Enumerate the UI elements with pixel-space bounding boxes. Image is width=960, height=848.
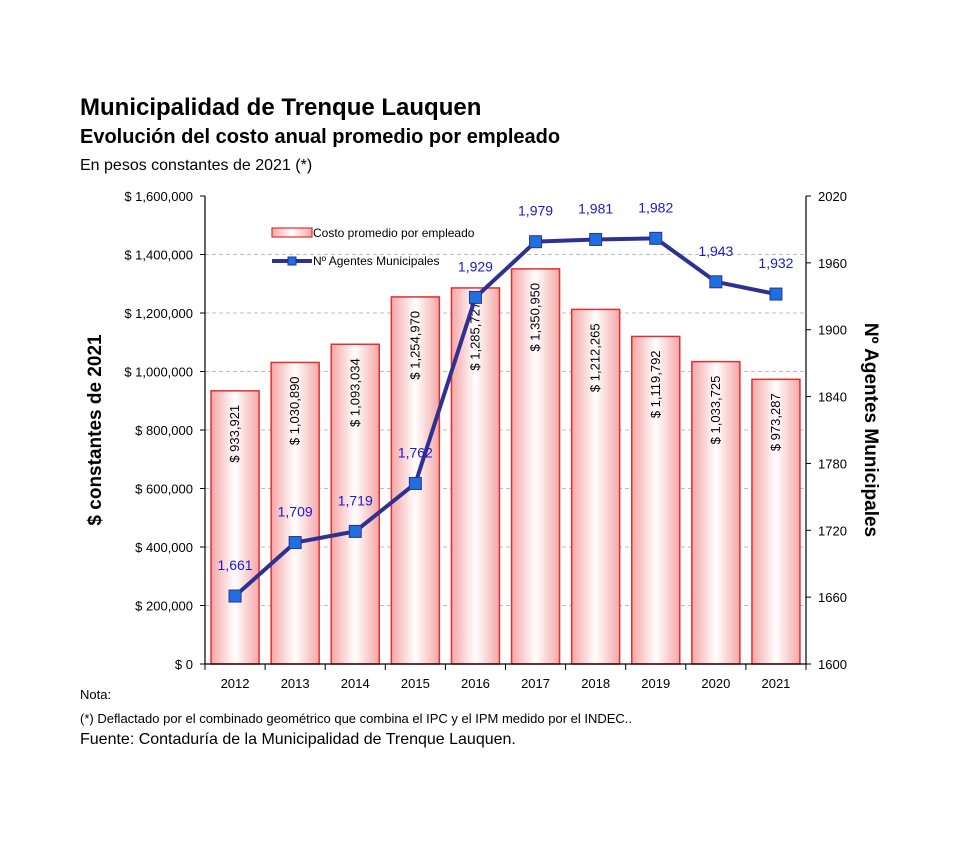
x-tick-label: 2016 bbox=[461, 676, 490, 691]
y2-tick-label: 1780 bbox=[818, 456, 847, 471]
line-value-label: 1,762 bbox=[398, 444, 433, 460]
y2-tick-label: 1960 bbox=[818, 256, 847, 271]
bar-value-label: $ 973,287 bbox=[768, 393, 783, 451]
bar-value-label: $ 1,119,792 bbox=[648, 350, 663, 418]
line-value-label: 1,943 bbox=[698, 243, 733, 259]
bar-value-labels: $ 933,921 $ 1,030,890 $ 1,093,034 $ 1,254,9… bbox=[227, 283, 783, 463]
y2-tick-label: 1720 bbox=[818, 523, 847, 538]
line-value-label: 1,661 bbox=[218, 557, 253, 573]
bar-value-label: $ 1,033,725 bbox=[708, 376, 723, 445]
y-tick-label: $ 600,000 bbox=[135, 482, 193, 497]
bar-value-label: $ 933,921 bbox=[227, 405, 242, 463]
y-tick-label: $ 1,200,000 bbox=[124, 306, 193, 321]
bar-value-label: $ 1,285,727 bbox=[467, 302, 482, 371]
legend-label-bar: Costo promedio por empleado bbox=[313, 226, 475, 240]
x-tick-label: 2020 bbox=[701, 676, 730, 691]
bar bbox=[691, 360, 741, 665]
x-tick-label: 2019 bbox=[641, 676, 670, 691]
x-tick-label: 2021 bbox=[761, 676, 790, 691]
x-tick-label: 2015 bbox=[401, 676, 430, 691]
bar-series bbox=[210, 268, 801, 665]
y-tick-label: $ 1,600,000 bbox=[124, 189, 193, 204]
line-value-label: 1,932 bbox=[758, 255, 793, 271]
bar bbox=[330, 343, 380, 665]
line-value-label: 1,719 bbox=[338, 492, 373, 508]
bar bbox=[510, 268, 561, 665]
y2-tick-label: 1840 bbox=[818, 390, 847, 405]
line-marker bbox=[348, 524, 362, 538]
agents-line bbox=[233, 236, 777, 598]
line-marker bbox=[408, 476, 422, 490]
x-tick-label: 2014 bbox=[341, 676, 370, 691]
line-marker bbox=[589, 232, 603, 246]
nota-label: Nota: bbox=[80, 687, 112, 702]
x-tick-label: 2018 bbox=[581, 676, 610, 691]
line-marker bbox=[649, 231, 663, 245]
legend-label-line: Nº Agentes Municipales bbox=[313, 254, 439, 268]
y-tick-label: $ 1,400,000 bbox=[124, 248, 193, 263]
chart-subtitle: Evolución del costo anual promedio por e… bbox=[80, 126, 561, 148]
y-tick-label: $ 0 bbox=[175, 657, 193, 672]
bar-value-label: $ 1,093,034 bbox=[347, 358, 362, 427]
units-note: En pesos constantes de 2021 (*) bbox=[80, 157, 313, 174]
bar bbox=[210, 390, 260, 665]
y2-tick-label: 2020 bbox=[818, 189, 847, 204]
bar bbox=[270, 361, 320, 665]
bar bbox=[570, 308, 621, 665]
legend-swatch-marker bbox=[287, 256, 297, 266]
line-marker bbox=[709, 275, 723, 289]
line-value-label: 1,929 bbox=[458, 258, 493, 274]
legend-swatch-bar bbox=[271, 227, 313, 238]
chart-title: Municipalidad de Trenque Lauquen bbox=[80, 94, 482, 121]
y2-tick-label: 1660 bbox=[818, 590, 847, 605]
axes: $ 0 $ 200,000 $ 400,000 $ 600,000 $ 800,000 $… bbox=[85, 189, 881, 691]
line-value-label: 1,979 bbox=[518, 203, 553, 219]
deflator-footnote: (*) Deflactado por el combinado geométri… bbox=[80, 711, 633, 726]
x-tick-label: 2013 bbox=[281, 676, 310, 691]
line-value-label: 1,709 bbox=[278, 504, 313, 520]
line-value-label: 1,982 bbox=[638, 199, 673, 215]
line-value-label: 1,981 bbox=[578, 200, 613, 216]
line-marker bbox=[529, 235, 543, 249]
bar-value-label: $ 1,030,890 bbox=[287, 376, 302, 445]
line-marker bbox=[769, 287, 783, 301]
bar-value-label: $ 1,350,950 bbox=[528, 283, 543, 352]
y-tick-label: $ 400,000 bbox=[135, 540, 193, 555]
y-tick-label: $ 1,000,000 bbox=[124, 365, 193, 380]
bar-value-label: $ 1,254,970 bbox=[407, 311, 422, 380]
source-note: Fuente: Contaduría de la Municipalidad d… bbox=[80, 731, 516, 748]
y2-axis-title: Nº Agentes Municipales bbox=[860, 323, 881, 537]
y-tick-label: $ 800,000 bbox=[135, 423, 193, 438]
bar bbox=[751, 378, 801, 665]
x-tick-label: 2012 bbox=[221, 676, 250, 691]
y2-tick-label: 1900 bbox=[818, 323, 847, 338]
line-series: 1,661 1,709 1,719 1,762 1,929 1,979 1,981 1,982… bbox=[218, 199, 794, 603]
y2-tick-label: 1600 bbox=[818, 657, 847, 672]
legend: Costo promedio por empleado Nº Agentes Mu… bbox=[271, 226, 475, 268]
bar bbox=[631, 335, 681, 665]
line-marker bbox=[288, 536, 302, 550]
x-tick-label: 2017 bbox=[521, 676, 550, 691]
line-marker bbox=[228, 589, 242, 603]
bar-value-label: $ 1,212,265 bbox=[588, 323, 603, 392]
y-tick-label: $ 200,000 bbox=[135, 599, 193, 614]
line-marker bbox=[468, 290, 482, 304]
y-axis-title: $ constantes de 2021 bbox=[85, 334, 106, 526]
